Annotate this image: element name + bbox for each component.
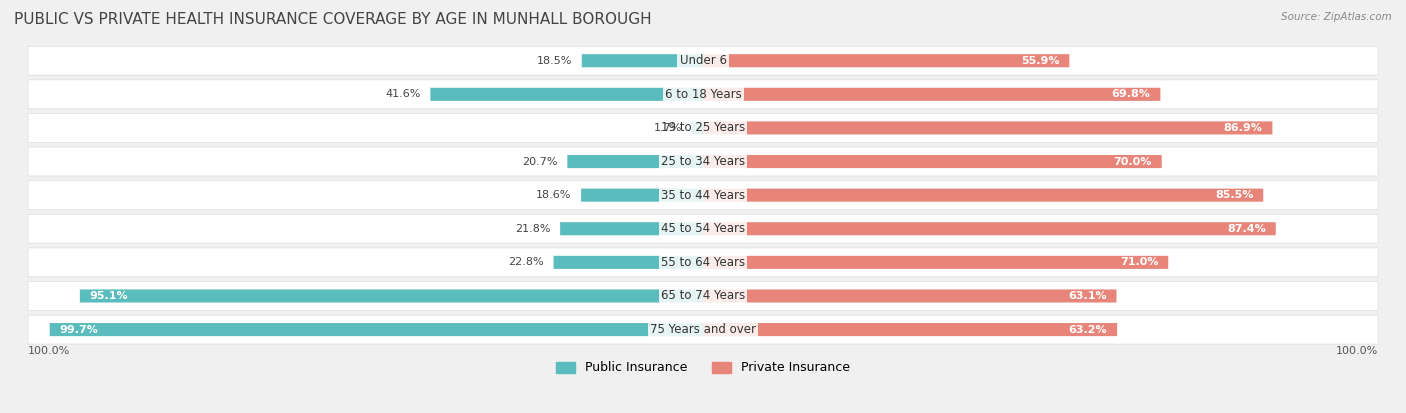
Text: 45 to 54 Years: 45 to 54 Years xyxy=(661,222,745,235)
FancyBboxPatch shape xyxy=(28,248,1378,277)
Text: 63.1%: 63.1% xyxy=(1069,291,1107,301)
FancyBboxPatch shape xyxy=(703,121,1272,135)
FancyBboxPatch shape xyxy=(703,256,1168,269)
Text: 22.8%: 22.8% xyxy=(508,257,544,267)
Text: 86.9%: 86.9% xyxy=(1223,123,1263,133)
Text: Under 6: Under 6 xyxy=(679,54,727,67)
FancyBboxPatch shape xyxy=(703,189,1263,202)
Text: 100.0%: 100.0% xyxy=(28,347,70,356)
Text: 18.5%: 18.5% xyxy=(537,56,572,66)
FancyBboxPatch shape xyxy=(80,290,703,303)
FancyBboxPatch shape xyxy=(28,147,1378,176)
Text: 19 to 25 Years: 19 to 25 Years xyxy=(661,121,745,135)
Text: 87.4%: 87.4% xyxy=(1227,224,1265,234)
Text: 55 to 64 Years: 55 to 64 Years xyxy=(661,256,745,269)
FancyBboxPatch shape xyxy=(49,323,703,336)
Text: 25 to 34 Years: 25 to 34 Years xyxy=(661,155,745,168)
Text: 55.9%: 55.9% xyxy=(1021,56,1060,66)
Text: 35 to 44 Years: 35 to 44 Years xyxy=(661,189,745,202)
Text: 20.7%: 20.7% xyxy=(522,157,558,166)
FancyBboxPatch shape xyxy=(703,88,1160,101)
FancyBboxPatch shape xyxy=(28,282,1378,311)
FancyBboxPatch shape xyxy=(703,54,1070,67)
FancyBboxPatch shape xyxy=(28,80,1378,109)
Text: 71.0%: 71.0% xyxy=(1121,257,1159,267)
FancyBboxPatch shape xyxy=(692,121,703,135)
Text: 63.2%: 63.2% xyxy=(1069,325,1108,335)
FancyBboxPatch shape xyxy=(28,46,1378,75)
Text: 18.6%: 18.6% xyxy=(536,190,571,200)
FancyBboxPatch shape xyxy=(28,315,1378,344)
Text: 6 to 18 Years: 6 to 18 Years xyxy=(665,88,741,101)
Text: 41.6%: 41.6% xyxy=(385,89,420,99)
Text: 100.0%: 100.0% xyxy=(1336,347,1378,356)
FancyBboxPatch shape xyxy=(703,222,1275,235)
Text: 85.5%: 85.5% xyxy=(1215,190,1253,200)
FancyBboxPatch shape xyxy=(554,256,703,269)
FancyBboxPatch shape xyxy=(568,155,703,168)
Text: 69.8%: 69.8% xyxy=(1112,89,1150,99)
Text: 1.7%: 1.7% xyxy=(654,123,682,133)
Text: 70.0%: 70.0% xyxy=(1114,157,1152,166)
Text: PUBLIC VS PRIVATE HEALTH INSURANCE COVERAGE BY AGE IN MUNHALL BOROUGH: PUBLIC VS PRIVATE HEALTH INSURANCE COVER… xyxy=(14,12,652,27)
FancyBboxPatch shape xyxy=(28,214,1378,243)
FancyBboxPatch shape xyxy=(28,114,1378,142)
FancyBboxPatch shape xyxy=(560,222,703,235)
FancyBboxPatch shape xyxy=(28,181,1378,210)
Text: 75 Years and over: 75 Years and over xyxy=(650,323,756,336)
Text: 65 to 74 Years: 65 to 74 Years xyxy=(661,290,745,302)
Text: 99.7%: 99.7% xyxy=(59,325,98,335)
FancyBboxPatch shape xyxy=(703,323,1118,336)
Legend: Public Insurance, Private Insurance: Public Insurance, Private Insurance xyxy=(551,356,855,380)
Text: Source: ZipAtlas.com: Source: ZipAtlas.com xyxy=(1281,12,1392,22)
Text: 21.8%: 21.8% xyxy=(515,224,550,234)
Text: 95.1%: 95.1% xyxy=(90,291,128,301)
FancyBboxPatch shape xyxy=(430,88,703,101)
FancyBboxPatch shape xyxy=(581,189,703,202)
FancyBboxPatch shape xyxy=(703,290,1116,303)
FancyBboxPatch shape xyxy=(703,155,1161,168)
FancyBboxPatch shape xyxy=(582,54,703,67)
